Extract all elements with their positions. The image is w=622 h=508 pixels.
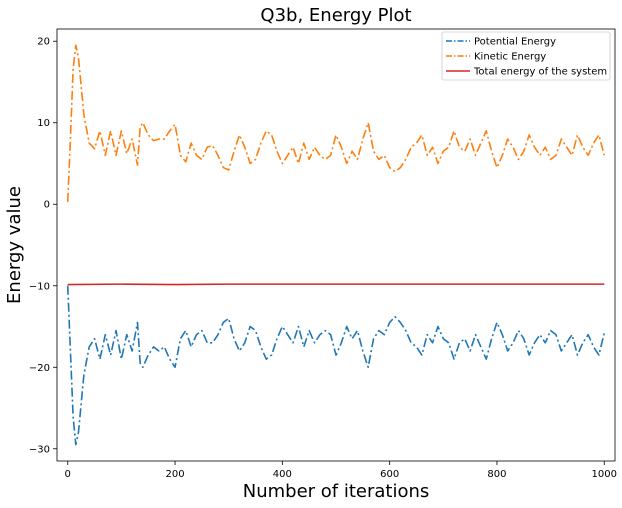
legend-label-kinetic-energy: Kinetic Energy	[474, 52, 546, 63]
y-tick-label: −20	[29, 363, 50, 374]
y-tick-label: 20	[37, 37, 50, 48]
kinetic-energy-line	[66, 44, 606, 202]
x-tick-label: 0	[65, 469, 71, 480]
legend: Potential Energy Kinetic Energy Total ener…	[441, 31, 611, 81]
potential-energy-line	[66, 285, 606, 446]
y-tick-label: 0	[44, 200, 50, 211]
y-axis-label: Energy value	[4, 186, 25, 304]
legend-label-total-energy-of-the-system: Total energy of the system	[473, 67, 607, 78]
legend-label-potential-energy: Potential Energy	[474, 37, 556, 48]
y-tick-label: 10	[37, 118, 50, 129]
y-axis-ticks: −30 −20 −10 0 10 20	[29, 37, 57, 455]
x-axis-label: Number of iterations	[243, 481, 430, 502]
y-tick-label: −30	[29, 444, 50, 455]
y-tick-label: −10	[29, 281, 50, 292]
plot-area	[66, 44, 606, 446]
x-tick-label: 800	[487, 469, 506, 480]
x-tick-label: 400	[273, 469, 292, 480]
x-tick-label: 1000	[592, 469, 617, 480]
chart-title: Q3b, Energy Plot	[260, 5, 411, 26]
x-tick-label: 600	[380, 469, 399, 480]
legend-box	[441, 31, 611, 81]
x-tick-label: 200	[165, 469, 184, 480]
plot-frame	[56, 28, 616, 462]
x-axis-ticks: 0 200 400 600 800 1000	[65, 461, 617, 480]
